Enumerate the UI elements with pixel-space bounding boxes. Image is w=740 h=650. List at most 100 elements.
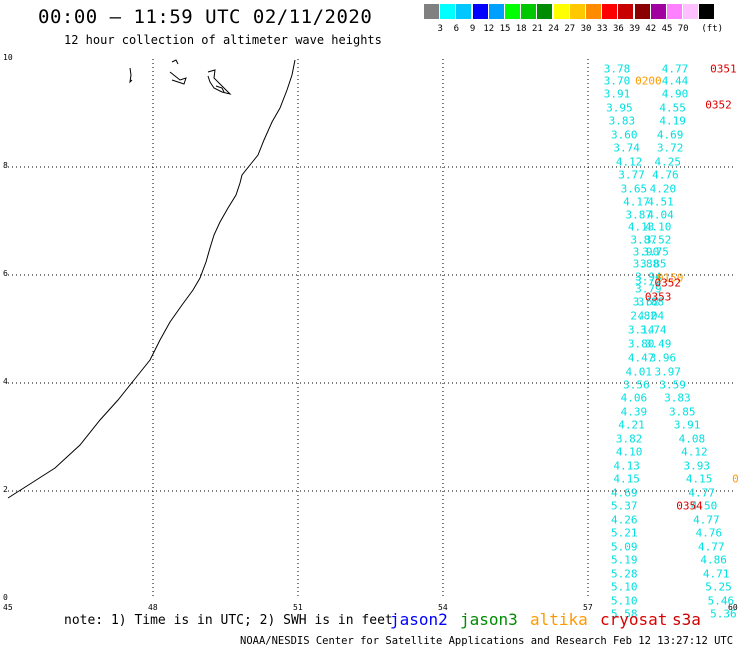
- scale-swatch: [634, 4, 650, 19]
- wave-height-label: 3.52: [644, 233, 672, 247]
- scale-label: 42: [645, 24, 657, 34]
- wave-height-label: 5.46: [707, 594, 735, 608]
- wave-height-label: 4.77: [698, 540, 725, 554]
- wave-height-label: 5.36: [710, 607, 737, 621]
- wave-height-label: 5.19: [611, 553, 638, 567]
- wave-height-label: 4.20: [649, 182, 677, 196]
- wave-height-label: 3.93: [683, 459, 711, 473]
- scale-swatch: [667, 4, 682, 19]
- y-tick-label: 0: [3, 593, 8, 602]
- x-tick-label: 45: [3, 603, 13, 612]
- scale-swatch: [440, 4, 456, 19]
- wave-height-label: 0: [732, 472, 739, 486]
- wave-height-label: 4.90: [661, 87, 689, 101]
- wave-height-label: 4.51: [647, 195, 674, 209]
- wave-height-label: 0353: [644, 290, 672, 304]
- wave-height-label: 4.55: [659, 101, 686, 115]
- wave-height-label: 4.17: [623, 195, 650, 209]
- wave-height-label: 3.95: [606, 101, 633, 115]
- island-3: [207, 69, 232, 95]
- scale-swatch: [586, 4, 601, 19]
- wave-height-label: 4.71: [702, 567, 730, 581]
- wave-height-label: 4.10: [644, 220, 672, 234]
- scale-swatch: [505, 4, 520, 19]
- scale-label: 70: [677, 24, 689, 34]
- wave-height-label: 0354: [676, 499, 703, 513]
- scale-label: 18: [515, 24, 527, 34]
- wave-height-label: 4.44: [661, 74, 689, 88]
- scale-label: 36: [612, 24, 624, 34]
- island-1: [129, 67, 133, 84]
- scale-swatch: [521, 4, 537, 19]
- wave-height-label: 4.15: [685, 472, 713, 486]
- wave-height-label: 4.12: [681, 445, 708, 459]
- wave-height-label: 3.80: [627, 337, 655, 351]
- wave-height-label: 3.85: [669, 405, 696, 419]
- wave-height-label: 3.75: [642, 245, 669, 259]
- wave-height-label: 3.85: [640, 257, 667, 271]
- wave-height-label: 3.77: [618, 168, 645, 182]
- wave-height-label: 3.72: [656, 141, 684, 155]
- scale-label: 39: [629, 24, 641, 34]
- scale-swatch: [569, 4, 585, 19]
- wave-height-label: 4.69: [611, 486, 638, 500]
- wave-height-label: 5.58: [611, 607, 638, 621]
- wave-height-label: 3.90: [632, 245, 660, 259]
- wave-height-label: 4.19: [659, 114, 686, 128]
- wave-height-label: 3.74: [613, 141, 640, 155]
- wave-height-label: 2.82: [630, 309, 657, 322]
- wave-height-label: 3.78: [603, 62, 631, 76]
- wave-height-label: 3.88: [637, 295, 665, 309]
- scale-label: 45: [661, 24, 673, 34]
- scale-label: 6: [453, 24, 460, 34]
- satellite-legend-item: jason2: [390, 610, 448, 629]
- wave-height-label: 3.49: [644, 337, 672, 351]
- note-text: note: 1) Time is in UTC; 2) SWH is in fe…: [64, 613, 393, 628]
- satellite-legend-item: altika: [530, 610, 588, 629]
- scale-swatch: [553, 4, 569, 19]
- wave-height-label: 4.47: [627, 351, 655, 365]
- wave-height-label: 3.96: [649, 351, 677, 365]
- credit-line: NOAA/NESDIS Center for Satellite Applica…: [240, 635, 740, 647]
- wave-height-label: 3.62: [632, 295, 660, 309]
- wave-height-label: 4.77: [688, 486, 715, 500]
- scale-swatch: [650, 4, 666, 19]
- y-tick-label: 6: [3, 269, 8, 278]
- x-tick-label: 60: [728, 603, 738, 612]
- island-4: [171, 59, 179, 65]
- wave-height-label: 4.10: [615, 445, 643, 459]
- wave-height-label: 3.91: [603, 87, 631, 101]
- wave-height-label: 4.13: [613, 459, 640, 473]
- wave-height-label: 3.14: [627, 323, 655, 337]
- scale-label: 30: [580, 24, 592, 34]
- map-title: 00:00 – 11:59 UTC 02/11/2020: [38, 6, 373, 28]
- wave-height-label: 3.79: [635, 282, 662, 295]
- wave-height-label: 4.77: [693, 513, 720, 527]
- wave-height-label: 3.60: [611, 128, 638, 142]
- wave-height-label: 4.77: [661, 62, 689, 76]
- wave-height-label: 4.06: [620, 391, 648, 405]
- wave-height-label: 5.10: [611, 594, 638, 608]
- wave-height-label: 4.86: [700, 553, 727, 567]
- scale-swatch: [472, 4, 488, 19]
- wave-height-label: 0351: [710, 62, 737, 76]
- scale-label: 9: [469, 24, 476, 34]
- wave-height-label: 4.69: [656, 128, 684, 142]
- satellite-legend-item: cryosat: [600, 610, 668, 629]
- wave-height-label: 3.74: [640, 323, 667, 337]
- wave-height-label: 5.10: [611, 580, 638, 594]
- wave-height-label: 4.76: [652, 168, 679, 182]
- wave-height-label: 3.88: [632, 257, 660, 271]
- coastline: [7, 59, 296, 499]
- scale-label: 12: [483, 24, 495, 34]
- satellite-legend-item: jason3: [460, 610, 518, 629]
- y-tick-label: 8: [3, 161, 8, 170]
- satellite-legend-item: s3a: [672, 610, 701, 629]
- scale-label: 15: [499, 24, 511, 34]
- scale-unit: (ft): [701, 24, 724, 34]
- x-tick-label: 54: [438, 603, 448, 612]
- wave-height-label: 4.39: [620, 405, 648, 419]
- wave-height-label: 5.09: [611, 540, 638, 554]
- wave-height-label: 3.87: [630, 233, 657, 247]
